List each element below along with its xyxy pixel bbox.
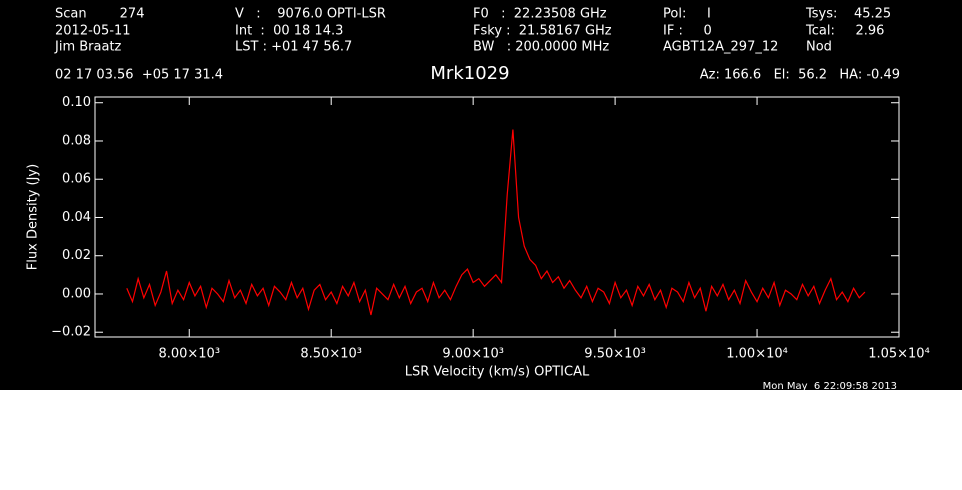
header-field: AGBT12A_297_12 bbox=[663, 40, 778, 55]
timestamp: Mon May 6 22:09:58 2013 bbox=[763, 381, 897, 392]
y-tick-label: −0.02 bbox=[51, 325, 91, 340]
header-field: Int : 00 18 14.3 bbox=[235, 24, 343, 39]
header-field: 2012-05-11 bbox=[55, 24, 131, 39]
y-tick-label: 0.10 bbox=[62, 95, 91, 110]
header-field: Tsys: 45.25 bbox=[805, 7, 891, 22]
x-tick-label: 1.00×10⁴ bbox=[726, 347, 788, 362]
x-tick-label: 8.00×10³ bbox=[158, 347, 220, 362]
header-field: IF : 0 bbox=[663, 24, 712, 39]
x-tick-label: 1.05×10⁴ bbox=[868, 347, 930, 362]
x-tick-label: 8.50×10³ bbox=[300, 347, 362, 362]
header-field: V : 9076.0 OPTI-LSR bbox=[235, 7, 386, 22]
y-tick-label: 0.02 bbox=[62, 248, 91, 263]
y-tick-label: 0.08 bbox=[62, 133, 91, 148]
header-field: Nod bbox=[806, 40, 832, 55]
y-tick-label: 0.06 bbox=[62, 172, 91, 187]
header-field: LST : +01 47 56.7 bbox=[235, 40, 352, 55]
header-field: Pol: I bbox=[663, 7, 711, 22]
x-tick-label: 9.50×10³ bbox=[584, 347, 646, 362]
x-tick-label: 9.00×10³ bbox=[442, 347, 504, 362]
header-field: BW : 200.0000 MHz bbox=[473, 40, 609, 55]
coordinates: 02 17 03.56 +05 17 31.4 bbox=[55, 68, 223, 83]
header-field: Fsky : 21.58167 GHz bbox=[473, 24, 612, 39]
header-field: F0 : 22.23508 GHz bbox=[473, 7, 607, 22]
header-field: Tcal: 2.96 bbox=[805, 24, 884, 39]
y-tick-label: 0.00 bbox=[62, 286, 91, 301]
plot-background bbox=[0, 0, 962, 390]
x-axis-label: LSR Velocity (km/s) OPTICAL bbox=[405, 365, 590, 380]
header-field: Jim Braatz bbox=[54, 40, 122, 55]
spectrum-line bbox=[126, 129, 866, 316]
pointing: Az: 166.6 El: 56.2 HA: -0.49 bbox=[700, 68, 900, 83]
chart-title: Mrk1029 bbox=[430, 63, 509, 84]
y-axis-label: Flux Density (Jy) bbox=[26, 164, 41, 270]
header-field: Scan 274 bbox=[55, 7, 144, 22]
y-tick-label: 0.04 bbox=[62, 210, 91, 225]
